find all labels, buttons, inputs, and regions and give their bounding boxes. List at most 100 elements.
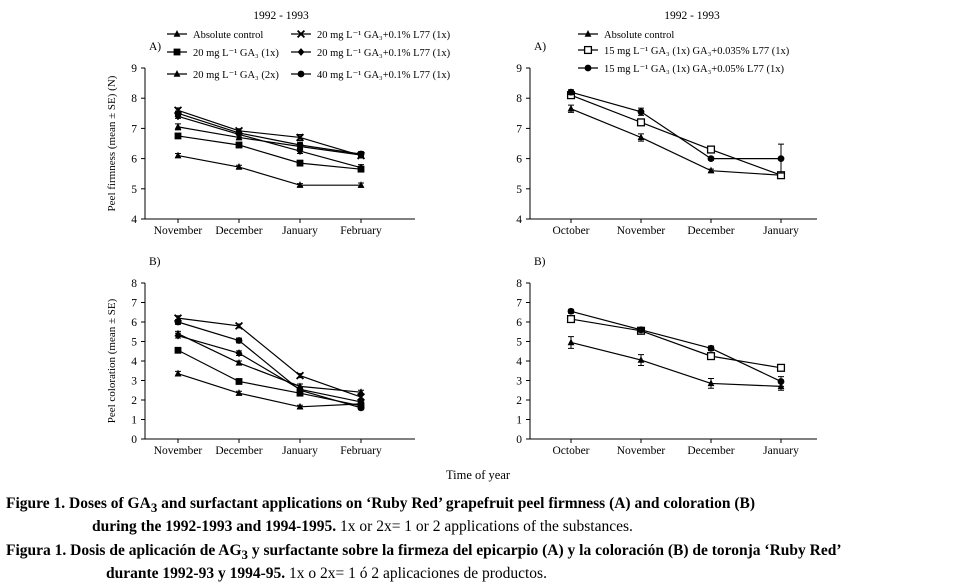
- data-point: [707, 379, 715, 387]
- caption-es-lead: Figura 1. Dosis de aplicación de AG: [6, 542, 242, 559]
- y-tick-label: 8: [516, 278, 522, 290]
- series-line: [570, 310, 782, 383]
- legend-item: 20 mg L⁻¹ GA₃+0.1% L77 (1x): [291, 48, 451, 59]
- series-line: [177, 135, 362, 170]
- y-tick-label: 9: [131, 63, 137, 75]
- data-point: [296, 402, 304, 410]
- legend-item: 15 mg L⁻¹ GA₃ (1x) GA₃+0.05% L77 (1x): [578, 64, 784, 75]
- data-point: [706, 145, 716, 154]
- series-2: [174, 122, 365, 158]
- legend-label: 15 mg L⁻¹ GA₃ (1x) GA₃+0.035% L77 (1x): [604, 46, 790, 57]
- data-point: [777, 378, 785, 385]
- y-tick-label: 5: [516, 184, 522, 196]
- x-tick-label: November: [617, 225, 666, 237]
- x-tick-label: December: [687, 445, 734, 457]
- data-point: [296, 386, 304, 394]
- x-tick-label: November: [617, 445, 666, 457]
- series-line: [177, 349, 362, 407]
- series-5: [174, 318, 365, 412]
- legend-marker: [173, 70, 181, 77]
- y-tick-label: 4: [131, 214, 137, 226]
- series-line: [570, 318, 782, 369]
- caption-en-line2-bold: during the 1992-1993 and 1994-1995.: [92, 518, 337, 536]
- y-tick-label: 3: [516, 376, 522, 388]
- y-tick-label: 6: [516, 154, 522, 166]
- y-tick-label: 3: [131, 376, 137, 388]
- series-line: [177, 317, 362, 398]
- legend-label: 20 mg L⁻¹ GA₃ (1x): [193, 48, 279, 59]
- data-point: [235, 349, 243, 358]
- x-tick-label: October: [552, 445, 589, 457]
- series-0: [567, 336, 785, 391]
- panel-label: B): [149, 256, 161, 268]
- y-tick-label: 5: [131, 184, 137, 196]
- legend-item: 20 mg L⁻¹ GA₃ (2x): [167, 70, 279, 81]
- data-point: [776, 363, 786, 372]
- data-point: [174, 318, 182, 326]
- data-point: [235, 337, 243, 344]
- data-point: [707, 155, 715, 163]
- data-point: [637, 108, 645, 116]
- y-tick-label: 5: [516, 337, 522, 349]
- x-tick-label: December: [215, 445, 262, 457]
- series-2: [567, 88, 785, 174]
- caption-en-subscript: 3: [150, 500, 158, 516]
- data-point: [567, 88, 575, 96]
- series-line: [177, 154, 361, 186]
- legend-item: 40 mg L⁻¹ GA₃+0.1% L77 (1x): [291, 70, 451, 81]
- data-point: [295, 371, 305, 380]
- caption-en-rest: and surfactant applications on ‘Ruby Red…: [157, 495, 756, 512]
- legend-item: Absolute control: [167, 30, 263, 41]
- data-point: [356, 393, 366, 402]
- series-line: [177, 373, 362, 408]
- y-tick-label: 6: [516, 317, 522, 329]
- chart-right-A: 1992 - 1993 A) 4 5 6 7 8 9 October November Decemb…: [516, 10, 817, 237]
- y-tick-label: 0: [516, 434, 522, 446]
- y-tick-label: 6: [131, 154, 137, 166]
- series-5: [174, 109, 365, 158]
- data-point: [357, 388, 365, 395]
- data-point: [567, 338, 575, 346]
- data-point: [357, 181, 365, 188]
- legend-label: 20 mg L⁻¹ GA₃+0.1% L77 (1x): [317, 48, 451, 59]
- series-4: [174, 331, 365, 406]
- data-point: [707, 344, 715, 352]
- caption-es-rest: y surfactante sobre la firmeza del epica…: [247, 542, 842, 559]
- legend-marker: [173, 48, 181, 56]
- data-point: [296, 147, 304, 155]
- data-point: [174, 346, 182, 354]
- data-point: [174, 132, 182, 140]
- series-line: [177, 109, 362, 157]
- y-tick-label: 8: [516, 93, 522, 105]
- series-line: [177, 112, 362, 155]
- y-tick-label: 8: [131, 278, 137, 290]
- legend-label: 20 mg L⁻¹ GA₃+0.1% L77 (1x): [317, 30, 451, 41]
- x-tick-label: November: [154, 445, 203, 457]
- y-tick-label: 6: [131, 317, 137, 329]
- caption-en-lead: Figure 1. Doses of GA: [6, 495, 151, 512]
- caption-english: Figure 1. Doses of GA3 and surfactant ap…: [6, 494, 974, 536]
- data-point: [235, 141, 243, 149]
- series-1: [566, 315, 786, 372]
- chart-title: 1992 - 1993: [664, 10, 720, 22]
- data-point: [567, 104, 575, 112]
- y-tick-label: 7: [516, 123, 522, 135]
- data-point: [174, 369, 182, 377]
- panel-label: A): [149, 41, 161, 53]
- data-point: [295, 133, 305, 142]
- legend-label: 20 mg L⁻¹ GA₃ (2x): [193, 70, 279, 81]
- data-point: [567, 307, 575, 315]
- chart-title: 1992 - 1993: [253, 10, 309, 22]
- legend-label: 15 mg L⁻¹ GA₃ (1x) GA₃+0.05% L77 (1x): [604, 64, 784, 75]
- x-tick-label: January: [763, 445, 799, 457]
- y-tick-label: 7: [131, 123, 137, 135]
- data-point: [637, 356, 645, 363]
- legend-marker: [583, 45, 593, 55]
- y-tick-label: 2: [131, 395, 137, 407]
- data-point: [636, 118, 646, 127]
- data-point: [296, 159, 304, 167]
- y-tick-label: 7: [131, 298, 137, 310]
- caption-es-line2: 1x o 2x= 1 ó 2 aplicaciones de productos…: [285, 565, 547, 583]
- y-axis-label: Peel firmness (mean ± SE) (N): [106, 75, 118, 211]
- caption-es-subscript: 3: [241, 547, 248, 563]
